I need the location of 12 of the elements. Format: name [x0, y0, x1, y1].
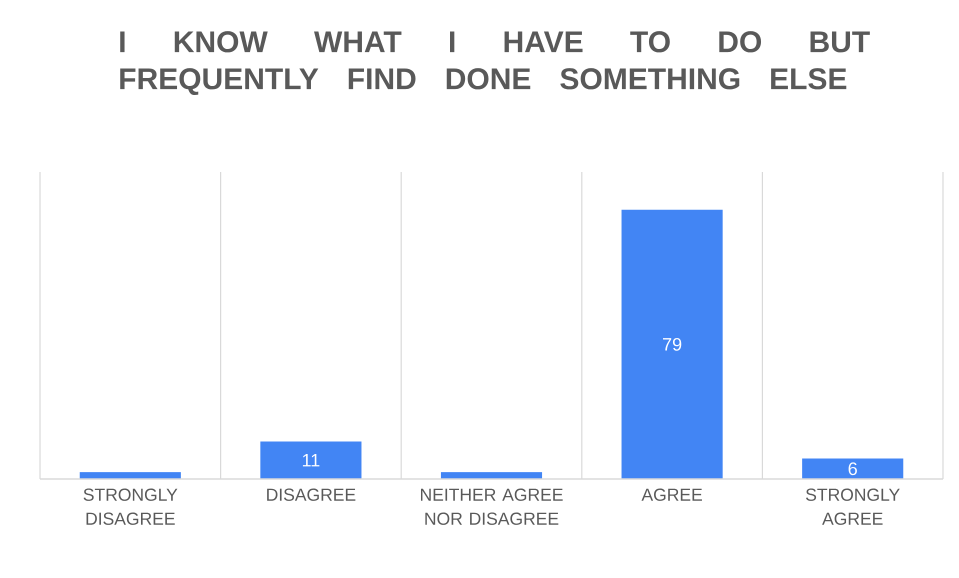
- bar: [802, 458, 904, 479]
- x-tick-label: NEITHER AGREE NOR DISAGREE: [420, 488, 563, 525]
- x-tick-label: DISAGREE: [267, 488, 356, 501]
- x-tick-label: STRONGLY DISAGREE: [84, 488, 178, 525]
- x-tick-label: AGREE: [642, 488, 702, 501]
- bar: [622, 210, 723, 479]
- data-label: 79: [663, 338, 682, 351]
- x-tick-label: STRONGLY AGREE: [806, 488, 900, 525]
- data-label: 6: [848, 462, 857, 476]
- chart-title: I KNOW WHAT I HAVE TO DO BUT FREQUENTLY FIND DONE SOMETHING ELSE: [120, 31, 870, 96]
- bar: [260, 441, 362, 479]
- data-label: 11: [302, 454, 320, 466]
